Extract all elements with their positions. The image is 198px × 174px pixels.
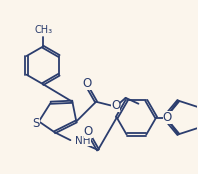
- Text: S: S: [32, 117, 40, 130]
- Text: N: N: [164, 111, 172, 124]
- Text: O: O: [111, 99, 120, 112]
- Text: CH₃: CH₃: [35, 25, 53, 35]
- Text: O: O: [84, 125, 93, 138]
- Text: NH: NH: [75, 136, 91, 146]
- Text: O: O: [163, 111, 172, 124]
- Text: O: O: [83, 77, 92, 90]
- Text: O: O: [163, 111, 172, 124]
